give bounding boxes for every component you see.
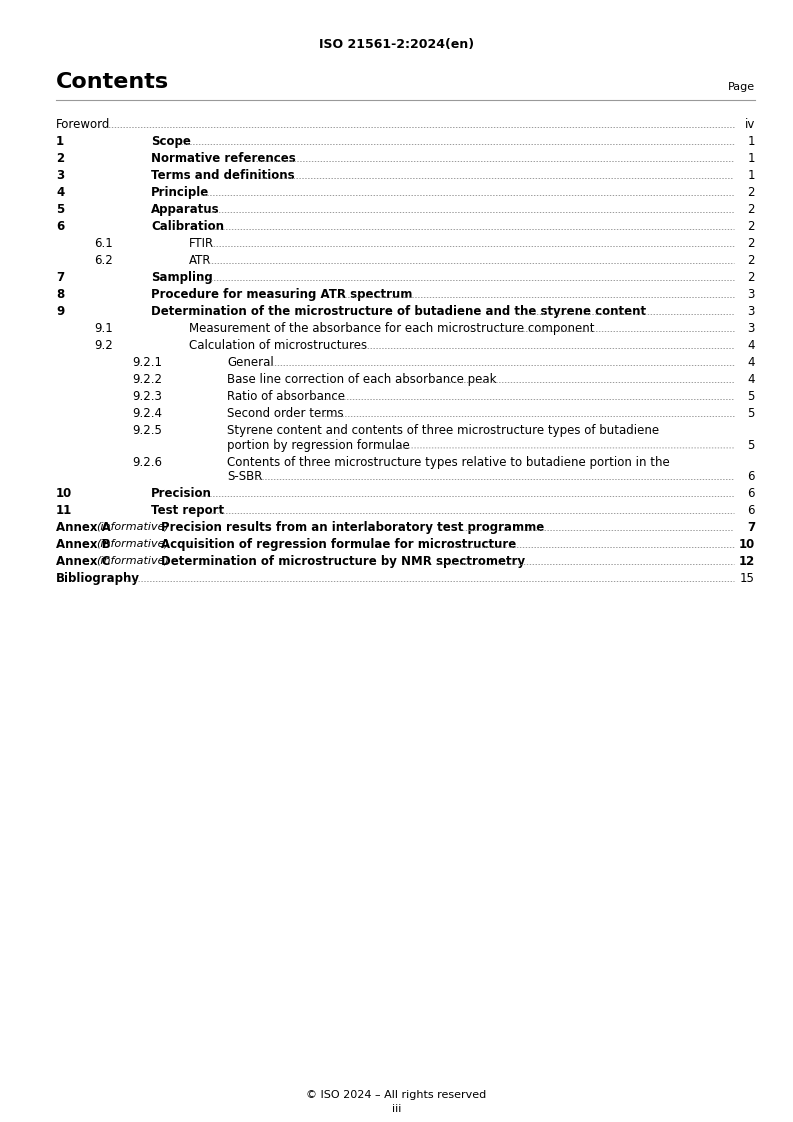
Text: Apparatus: Apparatus (151, 203, 220, 217)
Text: Procedure for measuring ATR spectrum: Procedure for measuring ATR spectrum (151, 288, 412, 301)
Text: 10: 10 (739, 539, 755, 551)
Text: Determination of microstructure by NMR spectrometry: Determination of microstructure by NMR s… (161, 555, 525, 568)
Text: Normative references: Normative references (151, 151, 296, 165)
Text: 9.2.5: 9.2.5 (132, 424, 162, 436)
Text: S-SBR: S-SBR (227, 470, 262, 482)
Text: Scope: Scope (151, 135, 191, 148)
Text: 4: 4 (748, 356, 755, 369)
Text: 4: 4 (748, 373, 755, 386)
Text: Contents of three microstructure types relative to butadiene portion in the: Contents of three microstructure types r… (227, 456, 670, 469)
Text: 3: 3 (748, 288, 755, 301)
Text: Precision results from an interlaboratory test programme: Precision results from an interlaborator… (161, 521, 544, 534)
Text: 6: 6 (748, 470, 755, 482)
Text: Measurement of the absorbance for each microstructure component: Measurement of the absorbance for each m… (189, 322, 595, 335)
Text: 9.2.4: 9.2.4 (132, 407, 162, 420)
Text: 4: 4 (748, 339, 755, 352)
Text: 7: 7 (747, 521, 755, 534)
Text: 10: 10 (56, 487, 72, 500)
Text: 9.2.2: 9.2.2 (132, 373, 162, 386)
Text: 6: 6 (748, 487, 755, 500)
Text: (informative): (informative) (96, 539, 169, 548)
Text: General: General (227, 356, 274, 369)
Text: 1: 1 (748, 135, 755, 148)
Text: 9: 9 (56, 305, 64, 318)
Text: 3: 3 (56, 169, 64, 182)
Text: Principle: Principle (151, 186, 209, 199)
Text: Annex B: Annex B (56, 539, 111, 551)
Text: Acquisition of regression formulae for microstructure: Acquisition of regression formulae for m… (161, 539, 516, 551)
Text: iv: iv (745, 118, 755, 131)
Text: Sampling: Sampling (151, 272, 213, 284)
Text: Calculation of microstructures: Calculation of microstructures (189, 339, 367, 352)
Text: Bibliography: Bibliography (56, 572, 140, 585)
Text: 2: 2 (748, 203, 755, 217)
Text: 1: 1 (748, 169, 755, 182)
Text: (informative): (informative) (96, 555, 169, 565)
Text: Page: Page (728, 82, 755, 92)
Text: 5: 5 (748, 439, 755, 451)
Text: Styrene content and contents of three microstructure types of butadiene: Styrene content and contents of three mi… (227, 424, 659, 436)
Text: Base line correction of each absorbance peak: Base line correction of each absorbance … (227, 373, 496, 386)
Text: 5: 5 (56, 203, 64, 217)
Text: 8: 8 (56, 288, 64, 301)
Text: 11: 11 (56, 504, 72, 517)
Text: 1: 1 (56, 135, 64, 148)
Text: 2: 2 (748, 254, 755, 267)
Text: © ISO 2024 – All rights reserved: © ISO 2024 – All rights reserved (306, 1089, 487, 1100)
Text: 2: 2 (748, 186, 755, 199)
Text: 6.1: 6.1 (94, 237, 113, 250)
Text: Test report: Test report (151, 504, 224, 517)
Text: 12: 12 (739, 555, 755, 568)
Text: Annex C: Annex C (56, 555, 110, 568)
Text: 2: 2 (748, 272, 755, 284)
Text: Precision: Precision (151, 487, 212, 500)
Text: Determination of the microstructure of butadiene and the styrene content: Determination of the microstructure of b… (151, 305, 646, 318)
Text: iii: iii (392, 1104, 401, 1114)
Text: Terms and definitions: Terms and definitions (151, 169, 295, 182)
Text: 9.2.6: 9.2.6 (132, 456, 162, 469)
Text: Calibration: Calibration (151, 220, 224, 233)
Text: 7: 7 (56, 272, 64, 284)
Text: 15: 15 (740, 572, 755, 585)
Text: 2: 2 (748, 220, 755, 233)
Text: 6.2: 6.2 (94, 254, 113, 267)
Text: ISO 21561-2:2024(en): ISO 21561-2:2024(en) (319, 38, 474, 50)
Text: 3: 3 (748, 322, 755, 335)
Text: 5: 5 (748, 390, 755, 403)
Text: 2: 2 (56, 151, 64, 165)
Text: (informative): (informative) (96, 521, 169, 531)
Text: portion by regression formulae: portion by regression formulae (227, 439, 410, 451)
Text: 9.2.3: 9.2.3 (132, 390, 162, 403)
Text: Contents: Contents (56, 72, 169, 92)
Text: 1: 1 (748, 151, 755, 165)
Text: 9.2.1: 9.2.1 (132, 356, 162, 369)
Text: ATR: ATR (189, 254, 212, 267)
Text: 5: 5 (748, 407, 755, 420)
Text: Second order terms: Second order terms (227, 407, 343, 420)
Text: FTIR: FTIR (189, 237, 214, 250)
Text: 6: 6 (56, 220, 64, 233)
Text: 6: 6 (748, 504, 755, 517)
Text: 4: 4 (56, 186, 64, 199)
Text: Foreword: Foreword (56, 118, 110, 131)
Text: 2: 2 (748, 237, 755, 250)
Text: Annex A: Annex A (56, 521, 111, 534)
Text: 9.1: 9.1 (94, 322, 113, 335)
Text: 3: 3 (748, 305, 755, 318)
Text: 9.2: 9.2 (94, 339, 113, 352)
Text: Ratio of absorbance: Ratio of absorbance (227, 390, 345, 403)
